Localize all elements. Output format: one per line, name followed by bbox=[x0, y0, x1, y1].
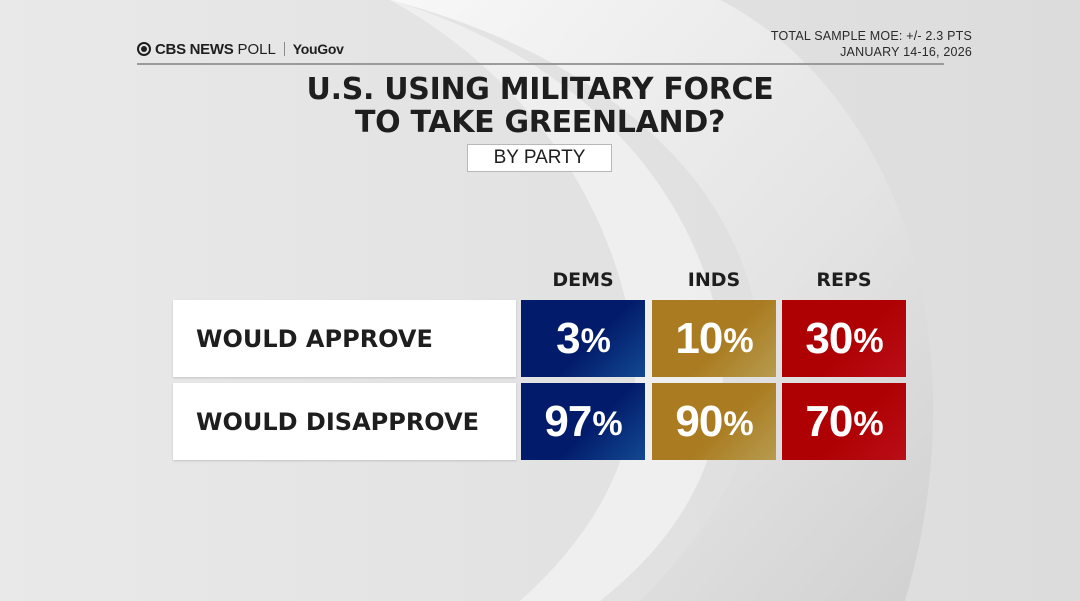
date-text: JANUARY 14-16, 2026 bbox=[840, 45, 972, 59]
value: 70 bbox=[805, 396, 853, 446]
cell-approve-dems: 3% bbox=[521, 300, 645, 377]
brand-yougov: YouGov bbox=[292, 41, 344, 57]
unit: % bbox=[853, 322, 883, 360]
chart-title: U.S. USING MILITARY FORCE TO TAKE GREENL… bbox=[0, 73, 1080, 139]
value: 90 bbox=[675, 396, 723, 446]
poll-meta: TOTAL SAMPLE MOE: +/- 2.3 PTS JANUARY 14… bbox=[771, 28, 972, 60]
brand-divider bbox=[283, 42, 285, 56]
header-rule bbox=[137, 63, 944, 65]
unit: % bbox=[723, 322, 753, 360]
column-header-reps: REPS bbox=[816, 269, 872, 291]
cell-disapprove-inds: 90% bbox=[652, 383, 776, 460]
unit: % bbox=[853, 405, 883, 443]
row-label-approve: WOULD APPROVE bbox=[173, 300, 516, 377]
brand-cbs-news: CBS NEWS bbox=[155, 40, 234, 58]
brand-poll: POLL bbox=[237, 40, 276, 58]
unit: % bbox=[580, 322, 611, 360]
unit: % bbox=[592, 405, 622, 443]
value: 10 bbox=[675, 313, 723, 363]
row-label-disapprove: WOULD DISAPPROVE bbox=[173, 383, 516, 460]
column-header-inds: INDS bbox=[687, 269, 741, 291]
cell-disapprove-reps: 70% bbox=[782, 383, 906, 460]
value: 30 bbox=[805, 313, 853, 363]
column-header-dems: DEMS bbox=[552, 269, 614, 291]
cell-approve-reps: 30% bbox=[782, 300, 906, 377]
cell-approve-inds: 10% bbox=[652, 300, 776, 377]
cell-disapprove-dems: 97% bbox=[521, 383, 645, 460]
moe-text: TOTAL SAMPLE MOE: +/- 2.3 PTS bbox=[770, 29, 972, 43]
chart-title-line-2: TO TAKE GREENLAND? bbox=[354, 105, 726, 140]
chart-subtitle: BY PARTY bbox=[467, 144, 612, 172]
chart-title-line-1: U.S. USING MILITARY FORCE bbox=[306, 72, 774, 107]
brand-lockup: CBS NEWS POLL YouGov bbox=[137, 40, 344, 58]
unit: % bbox=[723, 405, 753, 443]
value: 97 bbox=[544, 396, 592, 446]
cbs-eye-icon bbox=[137, 42, 151, 56]
value: 3 bbox=[556, 313, 581, 363]
